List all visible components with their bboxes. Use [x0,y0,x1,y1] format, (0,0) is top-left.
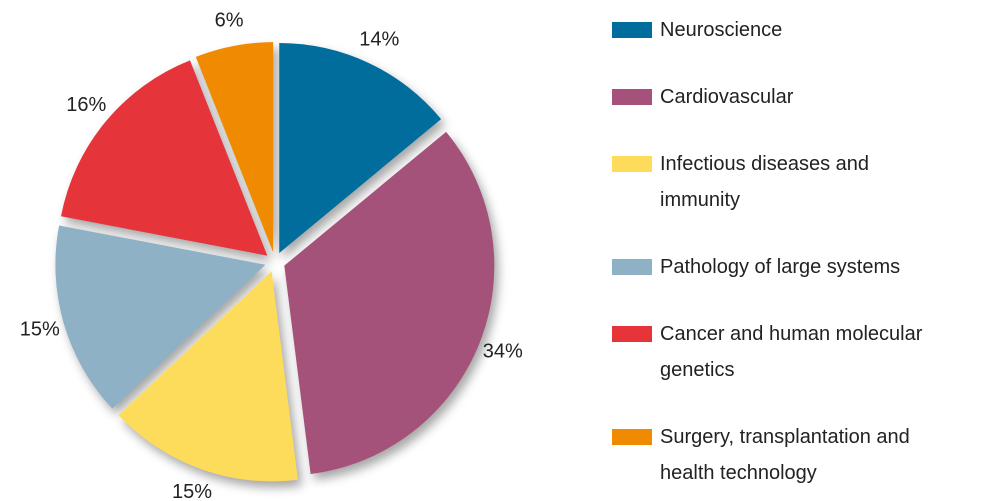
data-label: 34% [483,340,523,362]
legend-label: Surgery, transplantation and health tech… [660,426,910,484]
legend-label: Infectious diseases and immunity [660,153,870,211]
data-label: 15% [172,481,212,501]
legend-item: Cardiovascular [612,79,930,115]
slice [284,131,495,475]
legend-label: Neuroscience [660,19,783,41]
legend-swatch [612,156,652,172]
slice [61,60,268,256]
slice [279,42,442,253]
data-label: 6% [215,10,244,32]
legend-swatch [612,22,652,38]
legend-swatch [612,259,652,275]
legend-item: Surgery, transplantation and health tech… [612,419,930,491]
legend-swatch [612,429,652,445]
slice [55,225,266,409]
legend-item: Infectious diseases and immunity [612,146,930,218]
data-label: 14% [359,29,399,51]
slices [55,42,495,482]
legend-item: Neuroscience [612,12,930,48]
legend-swatch [612,89,652,105]
chart: 14% 34% 15% 15% 16% 6% [20,10,523,501]
slice [195,42,274,253]
legend-item: Cancer and human molecular genetics [612,316,930,388]
legend-item: Pathology of large systems [612,249,930,285]
legend: Neuroscience Cardiovascular Infectious dis… [612,12,930,491]
legend-label: Cancer and human molecular genetics [660,323,923,381]
slice [118,271,298,482]
data-label: 15% [20,319,60,341]
legend-swatch [612,326,652,342]
data-label: 16% [66,94,106,116]
legend-label: Pathology of large systems [660,256,901,278]
legend-label: Cardiovascular [660,86,794,108]
